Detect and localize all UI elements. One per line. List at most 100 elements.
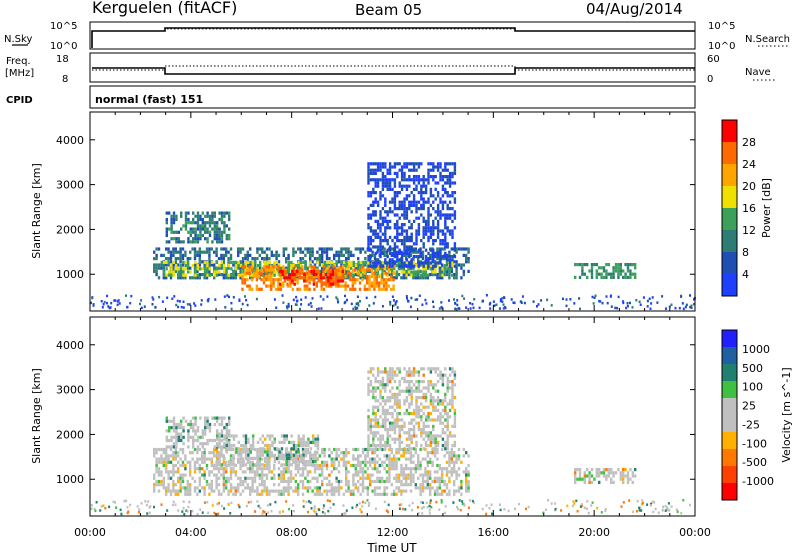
data-cell — [578, 275, 582, 279]
data-cell — [388, 460, 391, 464]
data-cell — [163, 260, 166, 264]
data-cell — [398, 424, 401, 428]
data-cell — [388, 264, 392, 268]
data-cell — [182, 270, 185, 274]
data-cell — [436, 489, 439, 493]
data-cell — [617, 275, 620, 279]
data-cell — [414, 276, 417, 280]
data-cell — [455, 473, 458, 477]
data-cell — [462, 247, 465, 251]
data-cell — [488, 303, 491, 306]
data-cell — [321, 253, 324, 257]
data-cell — [378, 265, 381, 269]
data-cell — [208, 250, 211, 254]
data-cell — [367, 376, 370, 380]
data-cell — [172, 250, 175, 254]
data-cell — [199, 224, 202, 228]
data-cell — [229, 454, 233, 458]
data-cell — [432, 194, 435, 198]
data-cell — [334, 268, 338, 272]
data-cell — [179, 447, 182, 452]
data-cell — [429, 267, 432, 271]
data-cell — [422, 412, 425, 416]
data-cell — [357, 260, 360, 264]
data-cell — [265, 486, 269, 490]
data-cell — [403, 162, 406, 166]
data-cell — [386, 255, 389, 259]
velocity-data — [90, 367, 691, 516]
data-cell — [316, 447, 320, 451]
data-cell — [424, 457, 427, 461]
data-cell — [386, 267, 389, 271]
data-cell — [664, 504, 667, 508]
data-cell — [239, 460, 242, 464]
data-cell — [153, 266, 156, 270]
data-cell — [427, 386, 430, 390]
data-cell — [590, 266, 594, 270]
data-cell — [184, 486, 187, 490]
data-cell — [223, 227, 226, 231]
data-cell — [294, 473, 297, 477]
data-cell — [258, 253, 261, 257]
data-cell — [316, 467, 319, 471]
data-cell — [403, 207, 406, 211]
data-cell — [177, 426, 180, 430]
data-cell — [405, 412, 409, 416]
data-cell — [333, 447, 336, 452]
data-cell — [301, 473, 305, 477]
data-cell — [332, 265, 335, 269]
data-cell — [208, 214, 212, 218]
data-cell — [661, 295, 664, 298]
data-cell — [297, 470, 300, 474]
data-cell — [268, 270, 271, 274]
data-cell — [405, 463, 408, 468]
data-cell — [248, 284, 251, 288]
data-cell — [388, 463, 391, 468]
data-cell — [273, 440, 276, 444]
data-cell — [579, 307, 581, 311]
data-cell — [429, 444, 433, 448]
data-cell — [258, 473, 261, 477]
data-cell — [194, 438, 197, 443]
data-cell — [180, 426, 183, 430]
data-cell — [434, 264, 437, 268]
data-cell — [448, 415, 452, 419]
data-cell — [222, 476, 225, 480]
data-cell — [278, 511, 281, 514]
data-cell — [330, 489, 333, 493]
data-cell — [188, 500, 191, 504]
data-cell — [203, 473, 206, 477]
data-cell — [237, 440, 240, 444]
data-cell — [438, 486, 441, 490]
data-cell — [415, 444, 418, 448]
data-cell — [187, 264, 190, 268]
data-cell — [225, 460, 228, 464]
data-cell — [369, 460, 372, 464]
data-cell — [225, 273, 228, 277]
data-cell — [690, 306, 693, 309]
data-cell — [400, 258, 404, 262]
data-cell — [119, 508, 122, 512]
data-cell — [405, 473, 408, 477]
data-cell — [381, 376, 385, 380]
data-cell — [438, 479, 441, 484]
data-cell — [318, 463, 321, 468]
data-cell — [432, 434, 435, 438]
data-cell — [223, 444, 226, 448]
data-cell — [316, 250, 319, 254]
data-cell — [239, 266, 242, 270]
data-cell — [400, 483, 403, 487]
data-cell — [372, 171, 375, 175]
data-cell — [252, 444, 255, 448]
data-cell — [376, 476, 379, 480]
data-cell — [277, 473, 281, 477]
data-cell — [201, 221, 204, 225]
data-cell — [379, 380, 382, 384]
data-cell — [187, 217, 190, 222]
data-cell — [385, 271, 388, 275]
data-cell — [367, 260, 370, 264]
data-cell — [127, 510, 130, 513]
data-cell — [184, 463, 187, 468]
data-cell — [429, 168, 433, 172]
data-cell — [246, 271, 249, 275]
